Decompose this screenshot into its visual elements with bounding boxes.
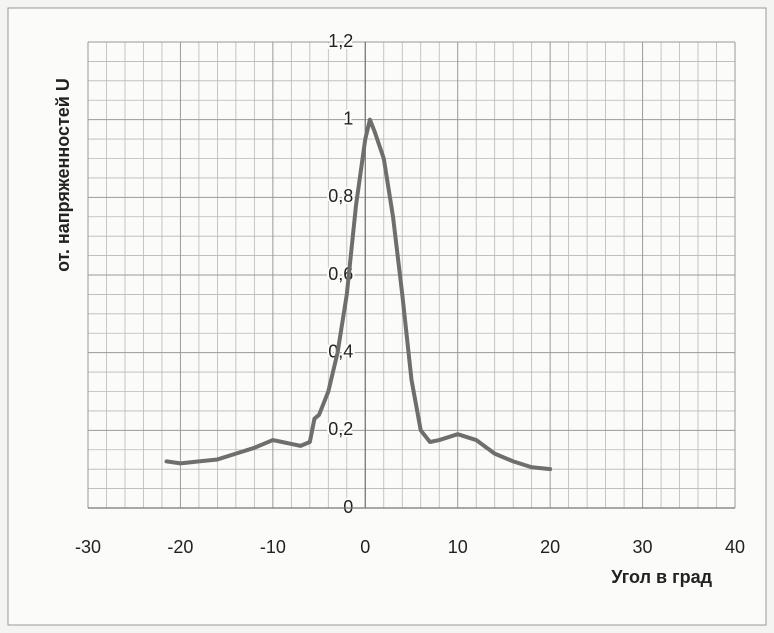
y-tick-label: 1,2 [328,31,353,51]
x-tick-label: -30 [75,537,101,557]
y-axis-title: от. напряженностей U [53,78,73,272]
x-tick-label: -10 [260,537,286,557]
x-tick-label: -20 [167,537,193,557]
y-tick-label: 1 [343,108,353,128]
x-axis-title: Угол в град [611,567,712,587]
chart-frame [7,7,767,626]
x-tick-label: 40 [725,537,745,557]
x-tick-label: 30 [633,537,653,557]
x-tick-label: 10 [448,537,468,557]
data-line [164,117,553,472]
y-tick-label: 0,8 [328,186,353,206]
y-tick-label: 0,2 [328,419,353,439]
x-tick-label: 20 [540,537,560,557]
x-tick-label: 0 [360,537,370,557]
y-tick-label: 0 [343,497,353,517]
